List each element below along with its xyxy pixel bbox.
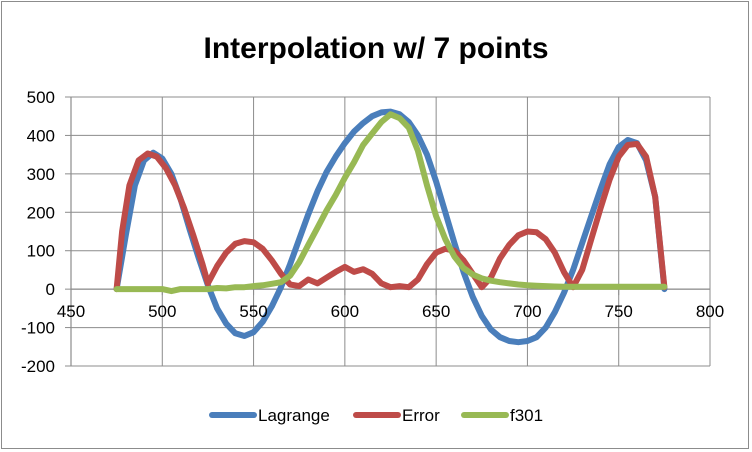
legend-label: f301: [510, 406, 543, 425]
y-tick-label: 100: [27, 242, 55, 261]
x-tick-label: 450: [57, 302, 85, 321]
x-tick-label: 650: [422, 302, 450, 321]
x-tick-label: 700: [513, 302, 541, 321]
x-tick-label: 600: [331, 302, 359, 321]
y-tick-label: -200: [21, 357, 55, 376]
x-tick-label: 750: [605, 302, 633, 321]
axes: [65, 96, 711, 367]
legend-label: Lagrange: [258, 406, 330, 425]
series-line-lagrange: [113, 108, 668, 346]
y-tick-label: 0: [46, 280, 55, 299]
y-tick-label: 200: [27, 203, 55, 222]
x-tick-label: 800: [696, 302, 724, 321]
x-tick-label: 500: [148, 302, 176, 321]
tick-labels: -200 -100 0 100 200 300 400 500 450 500 550 600 650 7…: [21, 88, 724, 376]
x-tick-label: 550: [239, 302, 267, 321]
y-tick-label: 400: [27, 126, 55, 145]
series-line-f301: [113, 111, 668, 295]
y-tick-label: -100: [21, 319, 55, 338]
legend: Lagrange Error f301: [209, 406, 543, 425]
y-tick-label: 500: [27, 88, 55, 107]
chart-title: Interpolation w/ 7 points: [204, 32, 549, 65]
legend-label: Error: [402, 406, 440, 425]
y-tick-label: 300: [27, 165, 55, 184]
series-group: [113, 108, 668, 346]
gridlines: [70, 96, 711, 367]
